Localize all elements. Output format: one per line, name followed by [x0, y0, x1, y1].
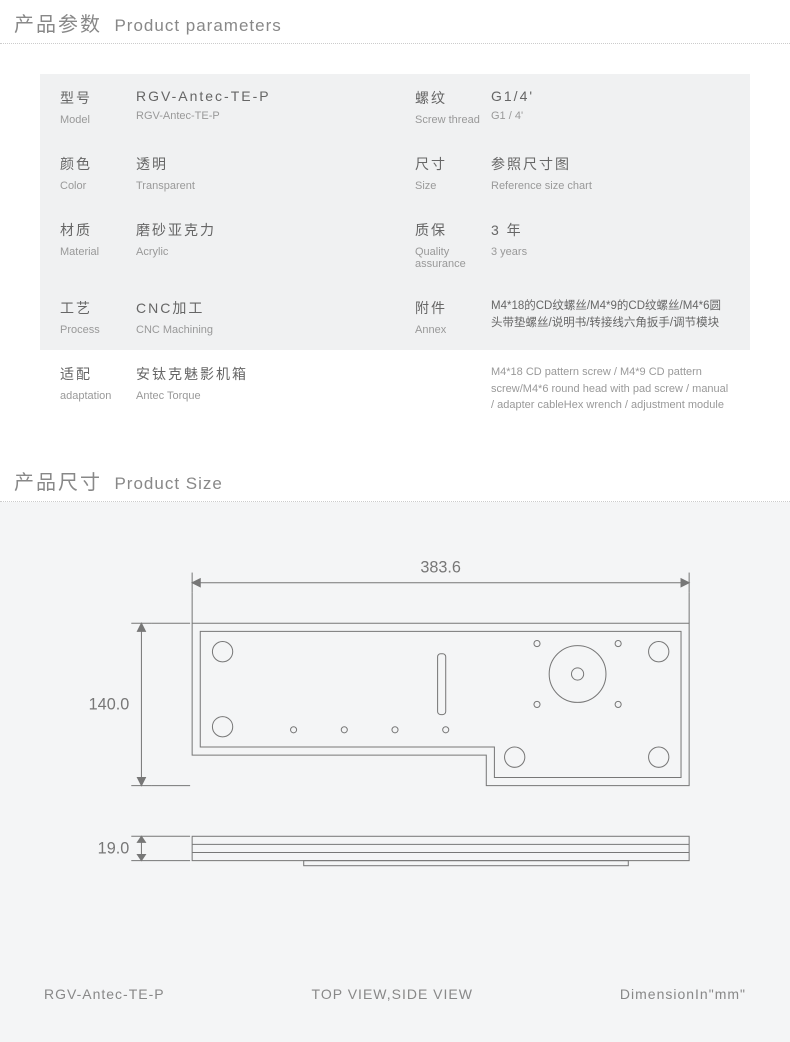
param-model: 型号 Model RGV-Antec-TE-P RGV-Antec-TE-P — [40, 74, 395, 140]
label-cn: 材质 — [60, 220, 136, 240]
label-cn: 适配 — [60, 364, 136, 384]
label-cn: 尺寸 — [415, 154, 491, 174]
label-en: Model — [60, 114, 136, 126]
dim-width: 383.6 — [420, 558, 461, 576]
value-cn: 透明 — [136, 154, 375, 174]
value-cn: 参照尺寸图 — [491, 154, 730, 174]
label-en: adaptation — [60, 390, 136, 402]
params-section-header: 产品参数 Product parameters — [0, 0, 790, 44]
footer-model: RGV-Antec-TE-P — [44, 986, 165, 1002]
value-en: Acrylic — [136, 246, 375, 258]
label-cn: 质保 — [415, 220, 491, 240]
value-en: Transparent — [136, 180, 375, 192]
param-color: 颜色 Color 透明 Transparent — [40, 140, 395, 206]
size-diagram: 383.6 140.0 19.0 RGV-Antec-TE-P TOP VIEW… — [0, 502, 790, 1042]
params-header-cn: 产品参数 — [14, 14, 102, 36]
diagram-footer: RGV-Antec-TE-P TOP VIEW,SIDE VIEW Dimens… — [40, 958, 750, 1002]
label-en: Material — [60, 246, 136, 258]
value-cn: 安钛克魅影机箱 — [136, 364, 375, 384]
value-cn: G1/4' — [491, 88, 730, 104]
footer-views: TOP VIEW,SIDE VIEW — [312, 986, 473, 1002]
label-en: Color — [60, 180, 136, 192]
param-material: 材质 Material 磨砂亚克力 Acrylic — [40, 206, 395, 284]
params-table: 型号 Model RGV-Antec-TE-P RGV-Antec-TE-P 螺… — [0, 44, 790, 458]
value-en: Reference size chart — [491, 180, 730, 192]
param-annex-en: M4*18 CD pattern screw / M4*9 CD pattern… — [395, 350, 750, 428]
dim-height: 140.0 — [89, 695, 130, 713]
size-header-cn: 产品尺寸 — [14, 472, 102, 494]
label-cn: 工艺 — [60, 298, 136, 318]
value-cn: CNC加工 — [136, 298, 375, 318]
label-en: Annex — [415, 324, 491, 336]
label-cn: 型号 — [60, 88, 136, 108]
dim-thickness: 19.0 — [98, 839, 130, 857]
footer-unit: DimensionIn"mm" — [620, 986, 746, 1002]
param-adaptation: 适配 adaptation 安钛克魅影机箱 Antec Torque — [40, 350, 395, 428]
label-cn: 螺纹 — [415, 88, 491, 108]
params-header-en: Product parameters — [114, 16, 281, 35]
param-annex: 附件 Annex M4*18的CD纹螺丝/M4*9的CD纹螺丝/M4*6圆头带垫… — [395, 284, 750, 350]
label-cn: 附件 — [415, 298, 491, 318]
param-qa: 质保 Quality assurance 3 年 3 years — [395, 206, 750, 284]
label-en: Process — [60, 324, 136, 336]
value-cn: M4*18的CD纹螺丝/M4*9的CD纹螺丝/M4*6圆头带垫螺丝/说明书/转接… — [491, 298, 730, 333]
value-cn: 3 年 — [491, 220, 730, 240]
size-section-header: 产品尺寸 Product Size — [0, 458, 790, 502]
label-en: Quality assurance — [415, 246, 491, 270]
param-size: 尺寸 Size 参照尺寸图 Reference size chart — [395, 140, 750, 206]
value-en: 3 years — [491, 246, 730, 258]
value-en: Antec Torque — [136, 390, 375, 402]
value-cn: RGV-Antec-TE-P — [136, 88, 375, 104]
value-en: G1 / 4' — [491, 110, 730, 122]
value-en: CNC Machining — [136, 324, 375, 336]
param-process: 工艺 Process CNC加工 CNC Machining — [40, 284, 395, 350]
label-en: Size — [415, 180, 491, 192]
label-en: Screw thread — [415, 114, 491, 126]
value-cn: 磨砂亚克力 — [136, 220, 375, 240]
value-en: M4*18 CD pattern screw / M4*9 CD pattern… — [491, 364, 730, 414]
size-header-en: Product Size — [114, 474, 222, 493]
label-cn: 颜色 — [60, 154, 136, 174]
technical-drawing: 383.6 140.0 19.0 — [40, 532, 750, 958]
value-en: RGV-Antec-TE-P — [136, 110, 375, 122]
param-screw: 螺纹 Screw thread G1/4' G1 / 4' — [395, 74, 750, 140]
